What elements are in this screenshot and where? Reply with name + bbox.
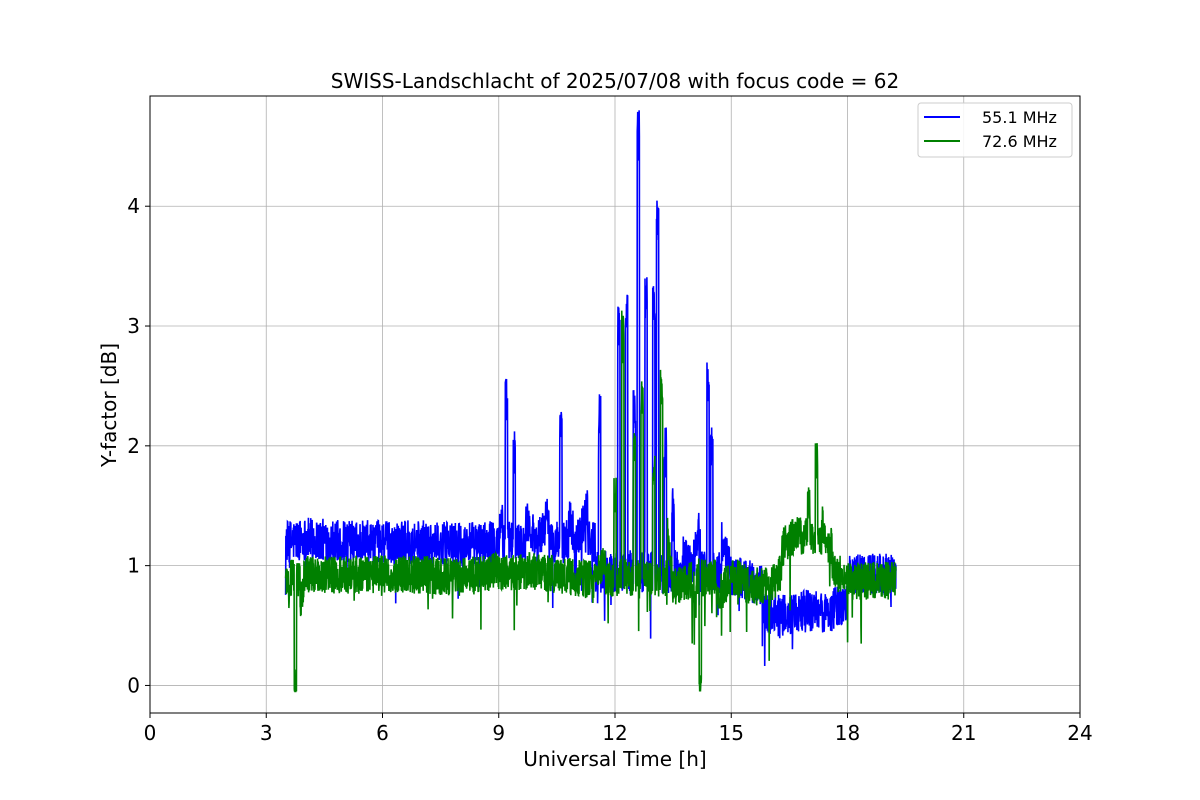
y-tick-label: 2 <box>127 434 140 458</box>
x-tick-label: 6 <box>376 721 389 745</box>
legend: 55.1 MHz 72.6 MHz <box>917 102 1073 158</box>
x-tick-label: 21 <box>951 721 976 745</box>
x-axis-ticks: 0 3 6 9 12 15 18 21 24 <box>144 713 1093 745</box>
y-axis-label: Y-factor [dB] <box>97 343 121 468</box>
plot-area <box>284 110 897 693</box>
legend-label-55-1: 55.1 MHz <box>982 108 1057 127</box>
x-tick-label: 9 <box>492 721 505 745</box>
x-tick-label: 24 <box>1067 721 1092 745</box>
x-tick-label: 18 <box>835 721 860 745</box>
x-axis-label: Universal Time [h] <box>523 747 706 771</box>
x-tick-label: 0 <box>144 721 157 745</box>
y-tick-label: 1 <box>127 554 140 578</box>
y-tick-label: 4 <box>127 194 140 218</box>
legend-label-72-6: 72.6 MHz <box>982 132 1057 151</box>
chart-title: SWISS-Landschlacht of 2025/07/08 with fo… <box>331 69 899 93</box>
series-group <box>284 110 897 693</box>
y-tick-label: 0 <box>127 673 140 697</box>
y-tick-label: 3 <box>127 314 140 338</box>
x-tick-label: 15 <box>719 721 744 745</box>
x-tick-label: 3 <box>260 721 273 745</box>
series-line-55-1 <box>284 110 897 666</box>
y-axis-ticks: 0 1 2 3 4 <box>127 194 150 697</box>
series-line-72-6 <box>284 310 897 693</box>
x-tick-label: 12 <box>602 721 627 745</box>
